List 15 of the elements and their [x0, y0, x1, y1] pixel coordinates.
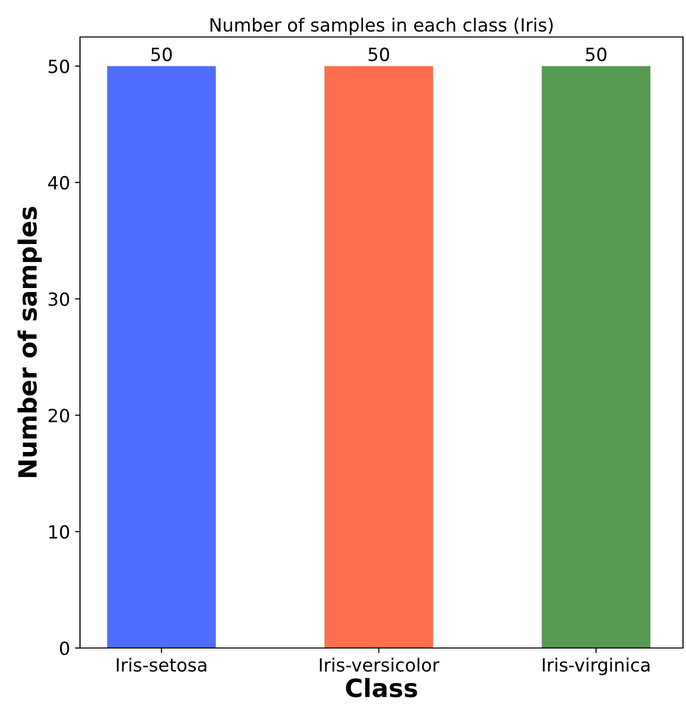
data-label: 50 [586, 48, 606, 62]
chart-title: Number of samples in each class (Iris) [210, 18, 553, 36]
y-tick-label: 0 [60, 641, 70, 656]
y-tick-label: 40 [48, 176, 70, 190]
y-tick-label: 30 [48, 292, 70, 306]
x-tick-label: Iris-virginica [542, 658, 650, 676]
data-label: 50 [151, 48, 172, 62]
y-tick-label: 10 [49, 525, 70, 539]
y-tick-label: 20 [48, 408, 70, 422]
x-axis-title: Class [346, 678, 418, 698]
x-tick-label: Iris-versicolor [320, 658, 440, 672]
data-label: 50 [368, 48, 390, 62]
y-axis-title: Number of samples [18, 206, 42, 477]
x-tick-label: Iris-setosa [116, 658, 206, 672]
y-tick-label: 50 [48, 60, 70, 74]
